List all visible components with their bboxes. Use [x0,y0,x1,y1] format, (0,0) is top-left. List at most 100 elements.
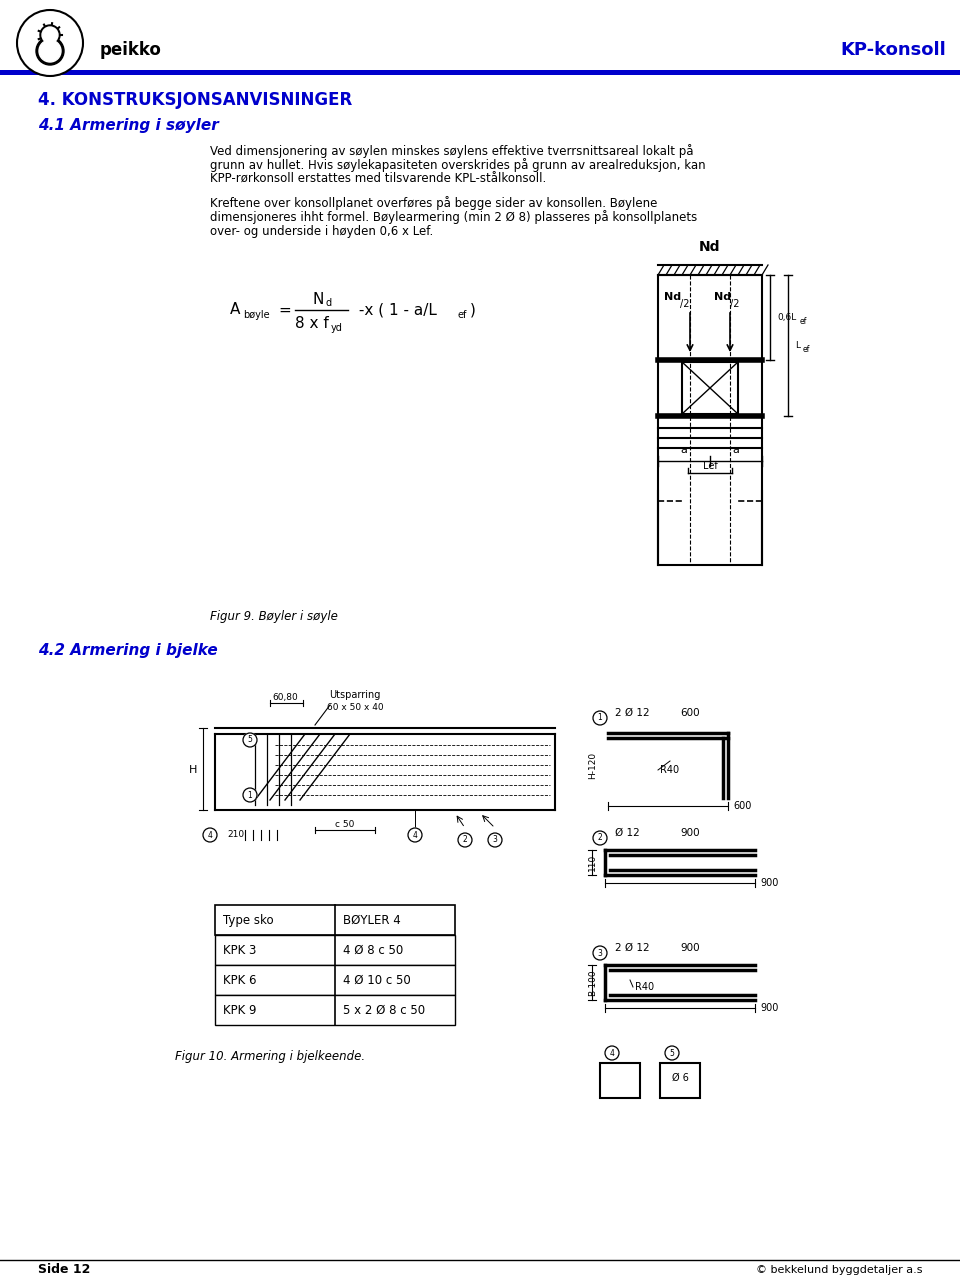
Text: 4: 4 [413,830,418,839]
Text: 2: 2 [598,834,602,843]
Text: 5: 5 [248,735,252,744]
Text: 4. KONSTRUKSJONSANVISNINGER: 4. KONSTRUKSJONSANVISNINGER [38,91,352,109]
Text: 4: 4 [610,1048,614,1057]
Text: 60 x 50 x 40: 60 x 50 x 40 [326,703,383,712]
Text: 1: 1 [248,790,252,799]
Circle shape [36,37,64,65]
Text: 900: 900 [760,878,779,888]
Circle shape [488,833,502,847]
Text: Nd: Nd [699,240,721,254]
Text: Nd: Nd [664,293,682,302]
Circle shape [593,711,607,725]
Circle shape [203,828,217,842]
Text: dimensjoneres ihht formel. Bøylearmering (min 2 Ø 8) plasseres på konsollplanets: dimensjoneres ihht formel. Bøylearmering… [210,210,697,225]
Text: 2: 2 [463,835,468,844]
Text: 110: 110 [588,854,597,871]
Text: 2 Ø 12: 2 Ø 12 [615,943,650,953]
Circle shape [665,1046,679,1060]
Text: Figur 9. Bøyler i søyle: Figur 9. Bøyler i søyle [210,609,338,624]
Text: ef: ef [803,345,810,354]
Text: Type sko: Type sko [223,913,274,928]
Text: KP-konsoll: KP-konsoll [840,41,946,59]
Text: yd: yd [331,323,343,334]
Text: Figur 10. Armering i bjelkeende.: Figur 10. Armering i bjelkeende. [175,1049,365,1064]
Text: Kreftene over konsollplanet overføres på begge sider av konsollen. Bøylene: Kreftene over konsollplanet overføres på… [210,196,658,210]
Text: L: L [795,341,800,350]
Text: B-100: B-100 [588,969,597,996]
Text: grunn av hullet. Hvis søylekapasiteten overskrides på grunn av arealreduksjon, k: grunn av hullet. Hvis søylekapasiteten o… [210,158,706,172]
Text: 4.1 Armering i søyler: 4.1 Armering i søyler [38,118,219,133]
Text: © bekkelund byggdetaljer a.s: © bekkelund byggdetaljer a.s [756,1265,922,1275]
Text: =: = [278,303,291,317]
Circle shape [593,831,607,845]
Text: ef: ef [800,317,807,326]
Circle shape [243,788,257,802]
Text: peikko: peikko [100,41,162,59]
Circle shape [458,833,472,847]
Text: H-120: H-120 [588,752,597,779]
Circle shape [243,733,257,747]
Text: Ved dimensjonering av søylen minskes søylens effektive tverrsnittsareal lokalt p: Ved dimensjonering av søylen minskes søy… [210,144,693,158]
Bar [215,965,455,996]
Text: Lef: Lef [703,461,717,471]
Text: a: a [732,445,739,455]
Text: ef: ef [458,310,468,319]
Text: 4.2 Armering i bjelke: 4.2 Armering i bjelke [38,643,218,658]
Bar [215,935,455,965]
Text: 900: 900 [680,943,700,953]
Text: BØYLER 4: BØYLER 4 [343,913,400,928]
Bar [215,996,455,1025]
Text: Ø 12: Ø 12 [615,828,639,838]
Circle shape [17,10,83,76]
Text: KPK 3: KPK 3 [223,944,256,957]
Text: /2: /2 [730,299,739,309]
Text: bøyle: bøyle [243,310,270,319]
Text: 210: 210 [227,830,244,839]
Circle shape [40,24,60,45]
Text: 3: 3 [492,835,497,844]
Text: a: a [681,445,687,455]
Text: 600: 600 [733,801,752,811]
Text: N: N [312,291,324,307]
Text: 5: 5 [669,1048,675,1057]
Circle shape [39,40,61,62]
Text: 60,80: 60,80 [272,693,298,702]
Text: R40: R40 [660,765,679,775]
Text: KPP-rørkonsoll erstattes med tilsvarende KPL-stålkonsoll.: KPP-rørkonsoll erstattes med tilsvarende… [210,173,546,186]
Text: Side 12: Side 12 [38,1262,90,1277]
Bar [682,362,738,414]
Text: KPK 6: KPK 6 [223,974,256,987]
Text: 4 Ø 10 c 50: 4 Ø 10 c 50 [343,974,411,987]
Circle shape [42,27,58,44]
Circle shape [408,828,422,842]
Bar [600,1064,640,1098]
Text: ): ) [470,303,476,317]
Text: 2 Ø 12: 2 Ø 12 [615,708,650,718]
Text: -x ( 1 - a/L: -x ( 1 - a/L [354,303,437,317]
Text: 3: 3 [597,948,603,957]
Text: c 50: c 50 [335,820,354,829]
Text: 1: 1 [598,713,602,722]
Text: 5 x 2 Ø 8 c 50: 5 x 2 Ø 8 c 50 [343,1005,425,1017]
Text: over- og underside i høyden 0,6 x Lef.: over- og underside i høyden 0,6 x Lef. [210,225,433,239]
Text: 4 Ø 8 c 50: 4 Ø 8 c 50 [343,944,403,957]
Text: Utsparring: Utsparring [329,690,381,701]
Text: KPK 9: KPK 9 [223,1005,256,1017]
Text: 4: 4 [207,830,212,839]
Circle shape [605,1046,619,1060]
Text: /2: /2 [680,299,689,309]
Text: H: H [189,765,197,775]
Text: Nd: Nd [714,293,732,302]
Text: Ø 6: Ø 6 [672,1073,688,1083]
Text: 600: 600 [680,708,700,718]
Bar [215,905,455,935]
Text: 900: 900 [760,1003,779,1014]
Bar [660,1064,700,1098]
Text: 0,6L: 0,6L [777,313,796,322]
Circle shape [593,946,607,960]
Text: 900: 900 [680,828,700,838]
Bar [658,275,762,565]
Text: R40: R40 [635,981,654,992]
Bar [0,71,960,74]
Text: d: d [325,298,331,308]
